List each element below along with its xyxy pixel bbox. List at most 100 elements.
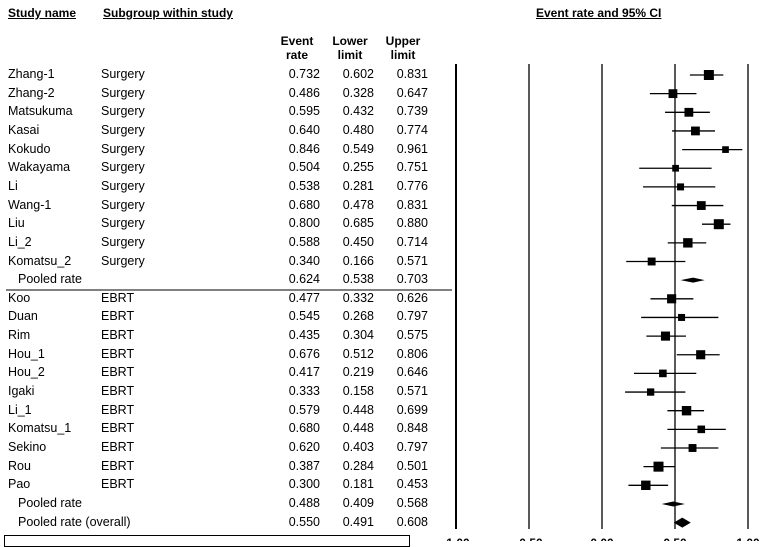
upper-limit-cell: 0.571 [396,253,428,268]
event-rate-header-line2: rate [285,48,308,62]
lower-limit-cell: 0.448 [342,421,374,436]
lower-limit-cell: 0.328 [342,85,374,100]
subgroup-cell: EBRT [101,290,135,305]
lower-limit-cell: 0.478 [342,197,374,212]
event-rate-cell: 0.333 [288,384,320,399]
lower-limit-cell: 0.158 [342,384,374,399]
upper-limit-cell: 0.880 [396,216,428,231]
study-marker [703,70,714,80]
study-marker [722,146,729,153]
study-marker [696,350,706,360]
x-tick-label: -0.50 [515,536,543,541]
study-name-cell: Pooled rate [18,495,82,510]
upper-limit-cell: 0.848 [396,421,428,436]
study-marker [697,425,706,434]
lower-limit-cell: 0.304 [342,328,374,343]
pooled-diamond [680,277,705,283]
study-name-cell: Zhang-1 [8,67,55,81]
event-rate-cell: 0.417 [288,365,320,380]
lower-limit-header-line2: limit [337,48,363,62]
lower-limit-cell: 0.332 [342,290,374,305]
subgroup-cell: EBRT [101,365,135,380]
event-rate-cell: 0.579 [288,402,320,417]
study-marker [641,480,651,490]
event-rate-cell: 0.676 [288,346,320,361]
subgroup-cell: Surgery [101,216,145,231]
study-name-cell: Hou_2 [8,365,45,380]
study-marker [713,219,724,230]
upper-limit-header-line2: limit [390,48,416,62]
upper-limit-cell: 0.703 [396,272,428,287]
upper-limit-cell: 0.831 [396,67,428,81]
subgroup-cell: Surgery [101,160,145,175]
lower-limit-cell: 0.512 [342,346,374,361]
pooled-diamond [661,501,685,507]
event-rate-cell: 0.300 [288,477,320,492]
study-marker [667,294,677,304]
study-marker [688,444,697,452]
event-rate-cell: 0.340 [288,253,320,268]
subgroup-cell: Surgery [101,104,145,119]
x-tick-label: 0.50 [663,536,687,541]
lower-limit-cell: 0.450 [342,234,374,249]
footer-panel [4,535,410,547]
study-name-cell: Komatsu_1 [8,421,72,436]
lower-limit-column-header: Lower limit [324,34,376,62]
study-name-cell: Hou_1 [8,346,45,361]
study-name-header: Study name [8,6,77,20]
overall-diamond [673,517,691,528]
event-rate-cell: 0.488 [288,495,320,510]
subgroup-cell: Surgery [101,253,145,268]
study-name-cell: Zhang-2 [8,85,55,100]
study-name-cell: Pooled rate (overall) [18,514,131,529]
event-rate-cell: 0.846 [288,141,320,156]
subgroup-cell: EBRT [101,328,135,343]
lower-limit-cell: 0.602 [342,67,374,81]
upper-limit-cell: 0.646 [396,365,428,380]
study-name-cell: Li_2 [8,234,32,249]
lower-limit-cell: 0.255 [342,160,374,175]
subgroup-header: Subgroup within study [103,6,233,20]
lower-limit-cell: 0.166 [342,253,374,268]
upper-limit-cell: 0.575 [396,328,428,343]
lower-limit-cell: 0.268 [342,309,374,324]
subgroup-cell: Surgery [101,122,145,137]
event-rate-cell: 0.486 [288,85,320,100]
subgroup-cell: EBRT [101,477,135,492]
upper-limit-cell: 0.806 [396,346,428,361]
upper-limit-column-header: Upper limit [379,34,427,62]
study-marker [696,201,706,210]
event-rate-cell: 0.545 [288,309,320,324]
event-rate-cell: 0.640 [288,122,320,137]
upper-limit-cell: 0.453 [396,477,428,492]
event-rate-cell: 0.477 [288,290,320,305]
study-name-cell: Pooled rate [18,272,82,287]
lower-limit-cell: 0.432 [342,104,374,119]
subgroup-cell: EBRT [101,421,135,436]
lower-limit-header-line1: Lower [332,34,368,48]
upper-limit-cell: 0.647 [396,85,428,100]
study-marker [677,183,685,191]
event-rate-cell: 0.800 [288,216,320,231]
lower-limit-cell: 0.549 [342,141,374,156]
subgroup-cell: Surgery [101,141,145,156]
lower-limit-cell: 0.181 [342,477,374,492]
upper-limit-cell: 0.751 [396,160,428,175]
lower-limit-cell: 0.409 [342,495,374,510]
event-rate-cell: 0.732 [288,67,320,81]
subgroup-cell: Surgery [101,85,145,100]
lower-limit-cell: 0.284 [342,458,374,473]
study-marker [659,369,667,378]
upper-limit-cell: 0.831 [396,197,428,212]
upper-limit-cell: 0.961 [396,141,428,156]
study-marker [684,107,694,117]
upper-limit-cell: 0.626 [396,290,428,305]
study-name-cell: Pao [8,477,31,492]
study-marker [691,126,700,136]
upper-limit-cell: 0.797 [396,309,428,324]
lower-limit-cell: 0.685 [342,216,374,231]
lower-limit-cell: 0.281 [342,178,374,193]
study-name-cell: Koo [8,290,31,305]
study-marker [678,313,686,321]
